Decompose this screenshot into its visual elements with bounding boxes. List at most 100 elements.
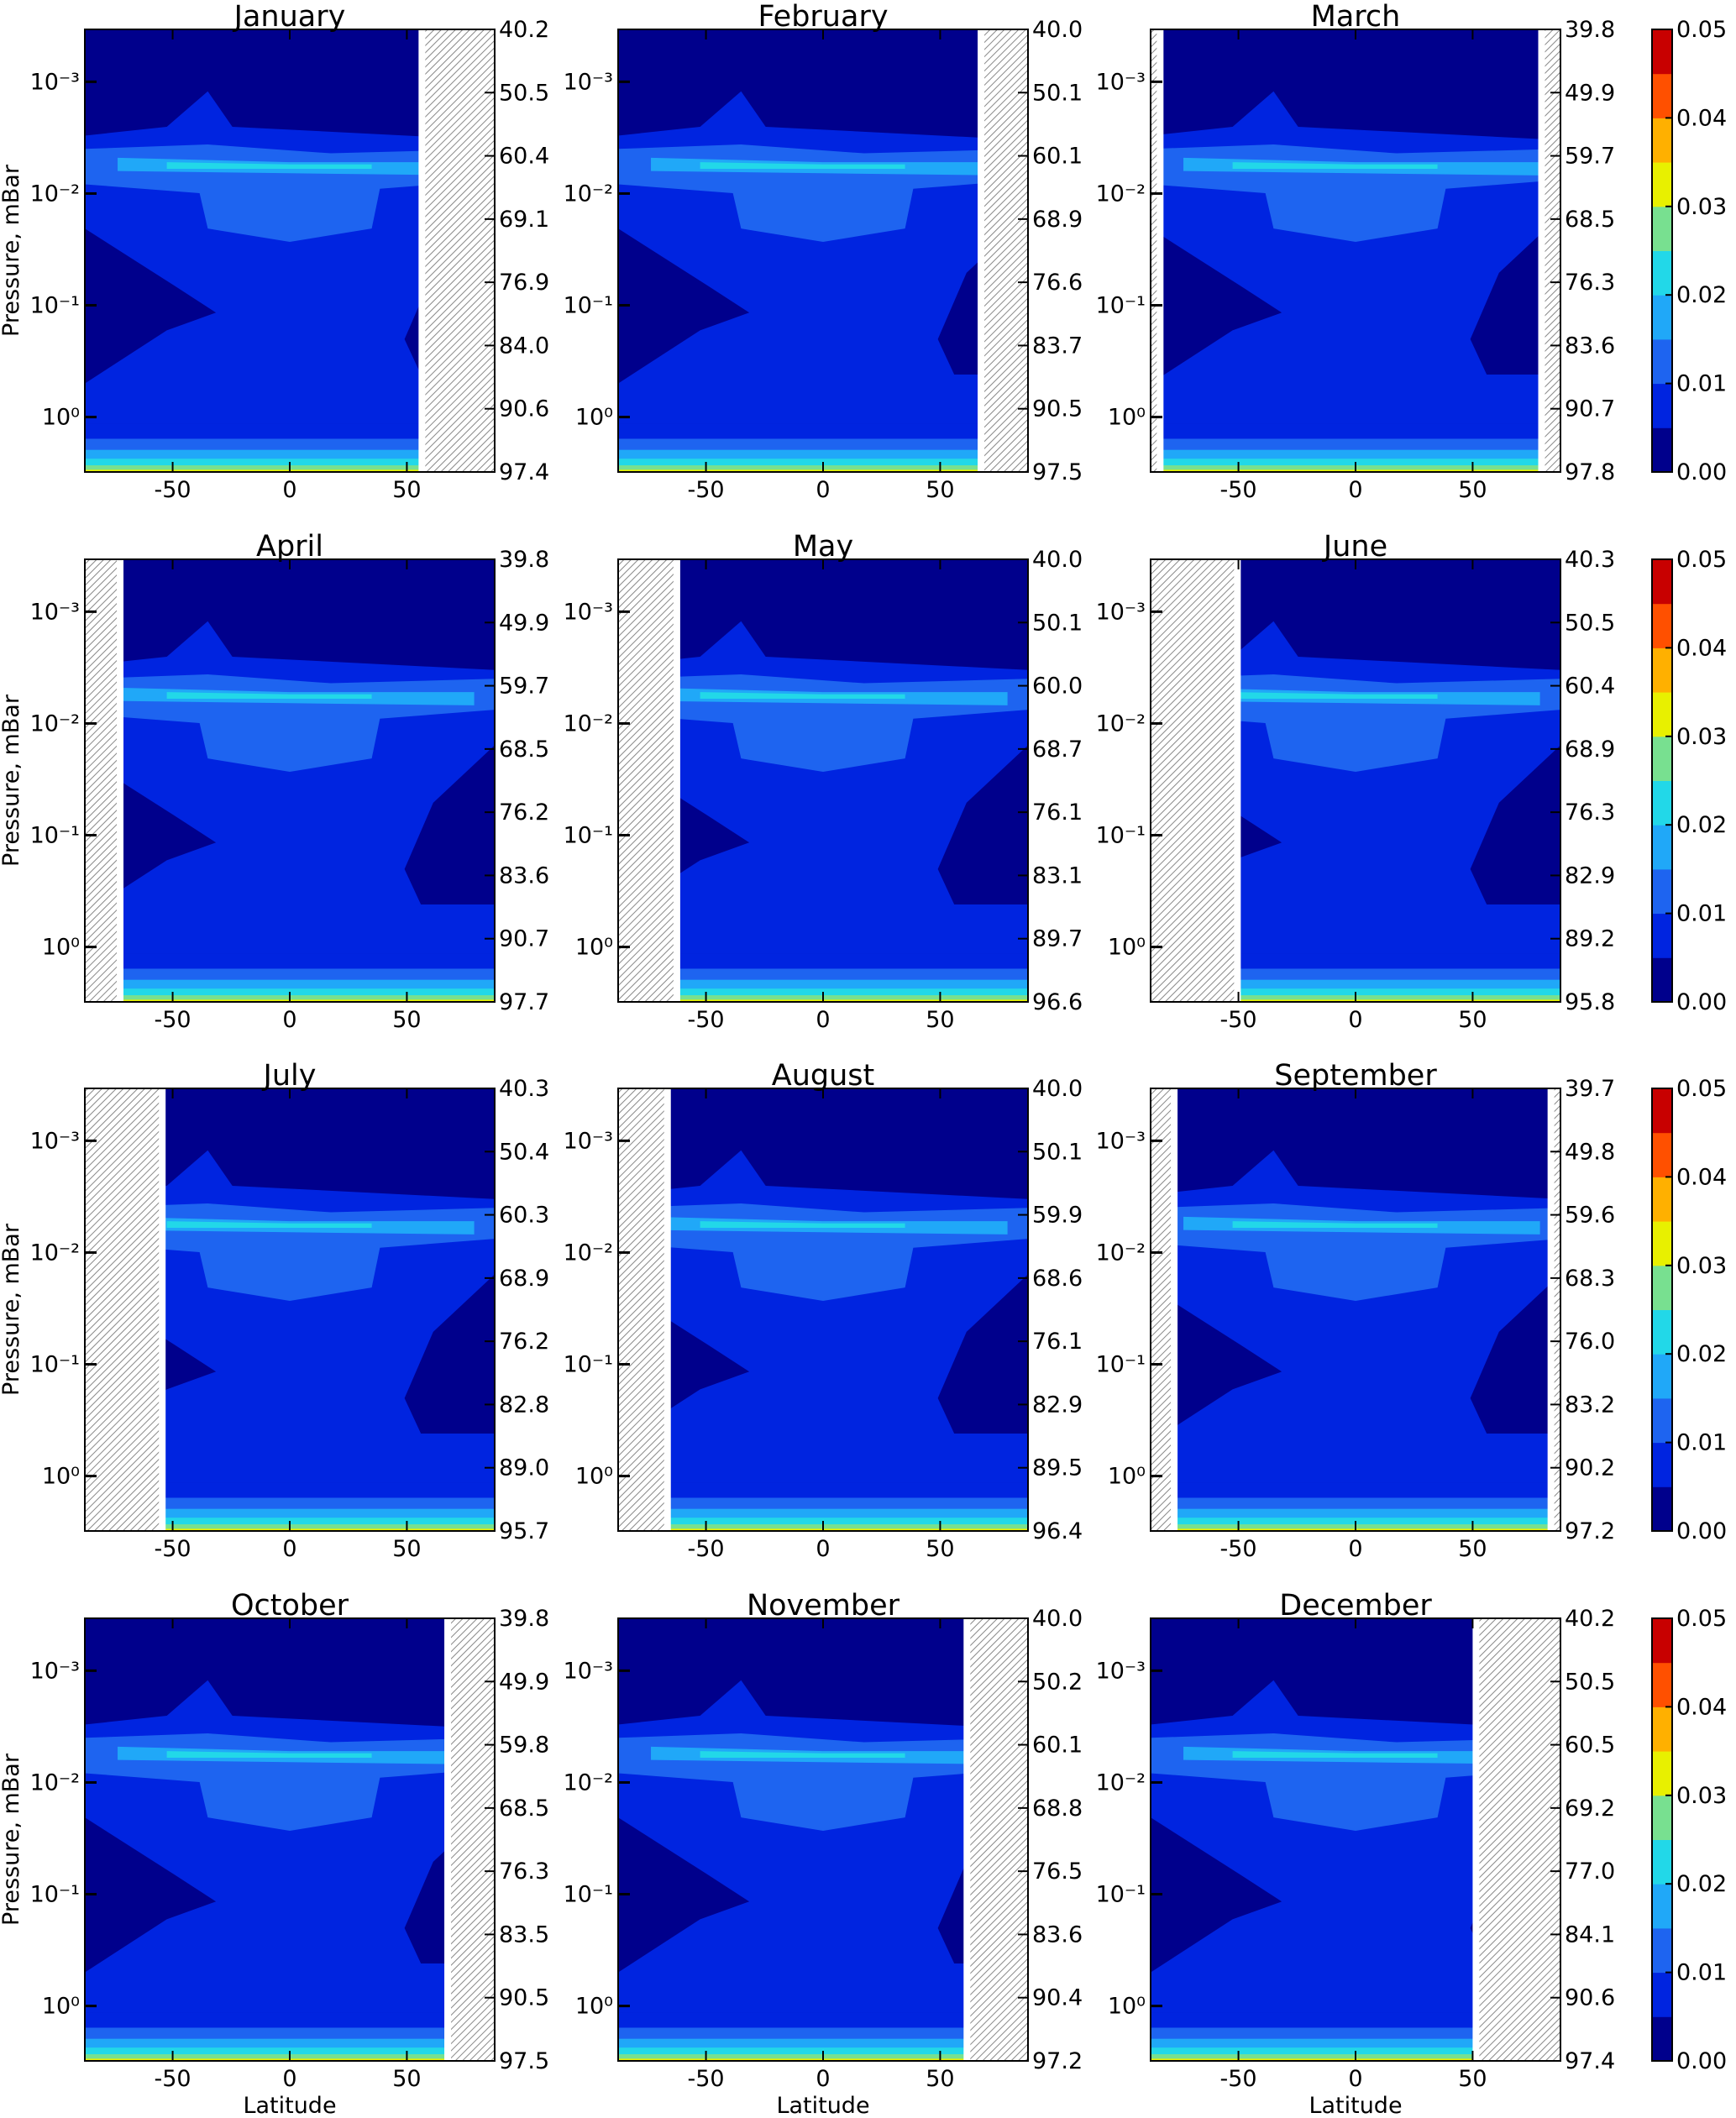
level-fill — [618, 228, 750, 384]
y2-tick-label: 50.4 — [499, 1139, 549, 1165]
hatch — [1151, 559, 1235, 1002]
y2-tick-label: 68.7 — [1032, 737, 1083, 763]
colorbar-tick-label: 0.01 — [1676, 1960, 1727, 1986]
y2-tick-label: 59.8 — [499, 1733, 549, 1759]
level-fill — [700, 162, 905, 170]
x-tick-label: -50 — [1220, 477, 1257, 503]
y-tick-label: 10⁰ — [42, 1994, 80, 2020]
x-tick-label: 50 — [926, 1536, 954, 1562]
colorbar-segment — [1652, 603, 1672, 648]
colorbar-segment — [1652, 692, 1672, 737]
colorbar-segment — [1652, 1221, 1672, 1266]
colorbar-tick-label: 0.05 — [1676, 1606, 1727, 1632]
x-tick-label: 50 — [926, 2066, 954, 2092]
y-tick-label: 10⁰ — [575, 1994, 613, 2020]
y-tick-label: 10⁻² — [564, 710, 613, 737]
x-tick-label: -50 — [688, 1536, 725, 1562]
y-axis-label: Pressure, mBar — [0, 1753, 24, 1926]
x-tick-label: 0 — [816, 1536, 830, 1562]
panel-title: October — [231, 1589, 349, 1623]
y2-tick-label: 60.1 — [1032, 144, 1083, 170]
y2-tick-label: 97.4 — [499, 459, 549, 485]
colorbar-tick-label: 0.04 — [1676, 635, 1727, 661]
panel-title: September — [1274, 1059, 1437, 1093]
y2-tick-label: 68.9 — [499, 1266, 549, 1292]
colorbar-segment — [1652, 913, 1672, 958]
colorbar-tick-label: 0.03 — [1676, 194, 1727, 220]
y-tick-label: 10⁰ — [1108, 1994, 1146, 2020]
contour-field — [85, 1618, 495, 2061]
y2-tick-label: 76.0 — [1565, 1329, 1615, 1355]
y-tick-label: 10⁻¹ — [564, 293, 613, 319]
hatch — [85, 559, 118, 1002]
colorbar: 0.00 0.01 0.02 0.03 0.04 0.05 — [1651, 547, 1727, 1015]
x-tick-label: 50 — [392, 1536, 421, 1562]
colorbar-segment — [1652, 162, 1672, 207]
x-tick-label: -50 — [688, 1007, 725, 1033]
level-fill — [1232, 692, 1438, 700]
colorbar-tick-label: 0.02 — [1676, 1871, 1727, 1897]
level-fill — [1151, 1817, 1282, 1973]
y2-tick-label: 49.9 — [499, 610, 549, 636]
hatch — [1545, 29, 1560, 472]
hatch — [984, 29, 1028, 472]
y2-tick-label: 76.1 — [1032, 1329, 1083, 1355]
colorbar-segment — [1652, 2016, 1672, 2062]
x-tick-label: -50 — [155, 2066, 191, 2092]
colorbar-segment — [1652, 868, 1672, 915]
panel: July -50 0 50 10⁻³ 10⁻² 10⁻¹ 10⁰ 95.7 89.0 82.8 76.… — [0, 1059, 549, 1562]
colorbar-segment — [1652, 559, 1672, 605]
y2-tick-label: 76.3 — [1565, 799, 1615, 826]
y-tick-label: 10⁻² — [30, 181, 80, 207]
level-fill — [700, 1221, 905, 1229]
level-fill — [937, 745, 1028, 905]
level-fill — [1470, 215, 1560, 375]
colorbar-segment — [1652, 118, 1672, 163]
level-fill — [166, 1221, 372, 1229]
panel-title: June — [1322, 530, 1387, 564]
level-fill — [1151, 228, 1282, 384]
x-tick-label: 0 — [816, 477, 830, 503]
level-fill — [404, 1274, 495, 1434]
colorbar-segment — [1652, 1972, 1672, 2017]
y2-tick-label: 69.2 — [1565, 1796, 1615, 1822]
y2-tick-label: 39.8 — [1565, 17, 1615, 43]
hatch — [1151, 29, 1157, 472]
contour-field — [618, 1088, 1028, 1531]
y2-tick-label: 97.5 — [499, 2048, 549, 2074]
y2-tick-label: 90.4 — [1032, 1985, 1083, 2011]
y2-tick-label: 97.8 — [1565, 459, 1615, 485]
colorbar-tick-label: 0.03 — [1676, 1253, 1727, 1279]
y-tick-label: 10⁻¹ — [30, 1352, 80, 1378]
level-fill — [85, 228, 217, 384]
y-tick-label: 10⁰ — [1108, 1464, 1146, 1490]
y2-tick-label: 82.9 — [1565, 862, 1615, 889]
colorbar-tick-label: 0.00 — [1676, 1518, 1727, 1544]
y2-tick-label: 49.9 — [1565, 80, 1615, 106]
contour-field — [85, 29, 495, 472]
colorbar-segment — [1652, 957, 1672, 1003]
y-tick-label: 10⁻² — [30, 1240, 80, 1266]
colorbar-segment — [1652, 736, 1672, 781]
x-tick-label: 50 — [392, 1007, 421, 1033]
y2-tick-label: 68.5 — [499, 737, 549, 763]
x-tick-label: 50 — [926, 477, 954, 503]
y2-tick-label: 97.4 — [1565, 2048, 1615, 2074]
x-tick-label: 50 — [392, 477, 421, 503]
colorbar-segment — [1652, 1795, 1672, 1840]
colorbar-segment — [1652, 338, 1672, 385]
panel: February -50 0 50 10⁻³ 10⁻² 10⁻¹ 10⁰ 97.5 90.5 83.… — [564, 0, 1083, 503]
contour-field — [618, 559, 1028, 1002]
y2-tick-label: 68.9 — [1565, 737, 1615, 763]
panel: June -50 0 50 10⁻³ 10⁻² 10⁻¹ 10⁰ 95.8 89.2 82.9 76.… — [1096, 530, 1616, 1033]
y2-tick-label: 50.2 — [1032, 1669, 1083, 1695]
y2-tick-label: 83.5 — [499, 1921, 549, 1948]
y2-tick-label: 59.9 — [1032, 1203, 1083, 1229]
x-tick-label: 0 — [1348, 477, 1362, 503]
y2-tick-label: 84.0 — [499, 333, 549, 359]
y2-tick-label: 82.9 — [1032, 1392, 1083, 1418]
panel-title: February — [758, 0, 888, 34]
y-tick-label: 10⁻³ — [30, 1128, 80, 1154]
hatch — [618, 559, 674, 1002]
y2-tick-label: 90.7 — [1565, 396, 1615, 422]
